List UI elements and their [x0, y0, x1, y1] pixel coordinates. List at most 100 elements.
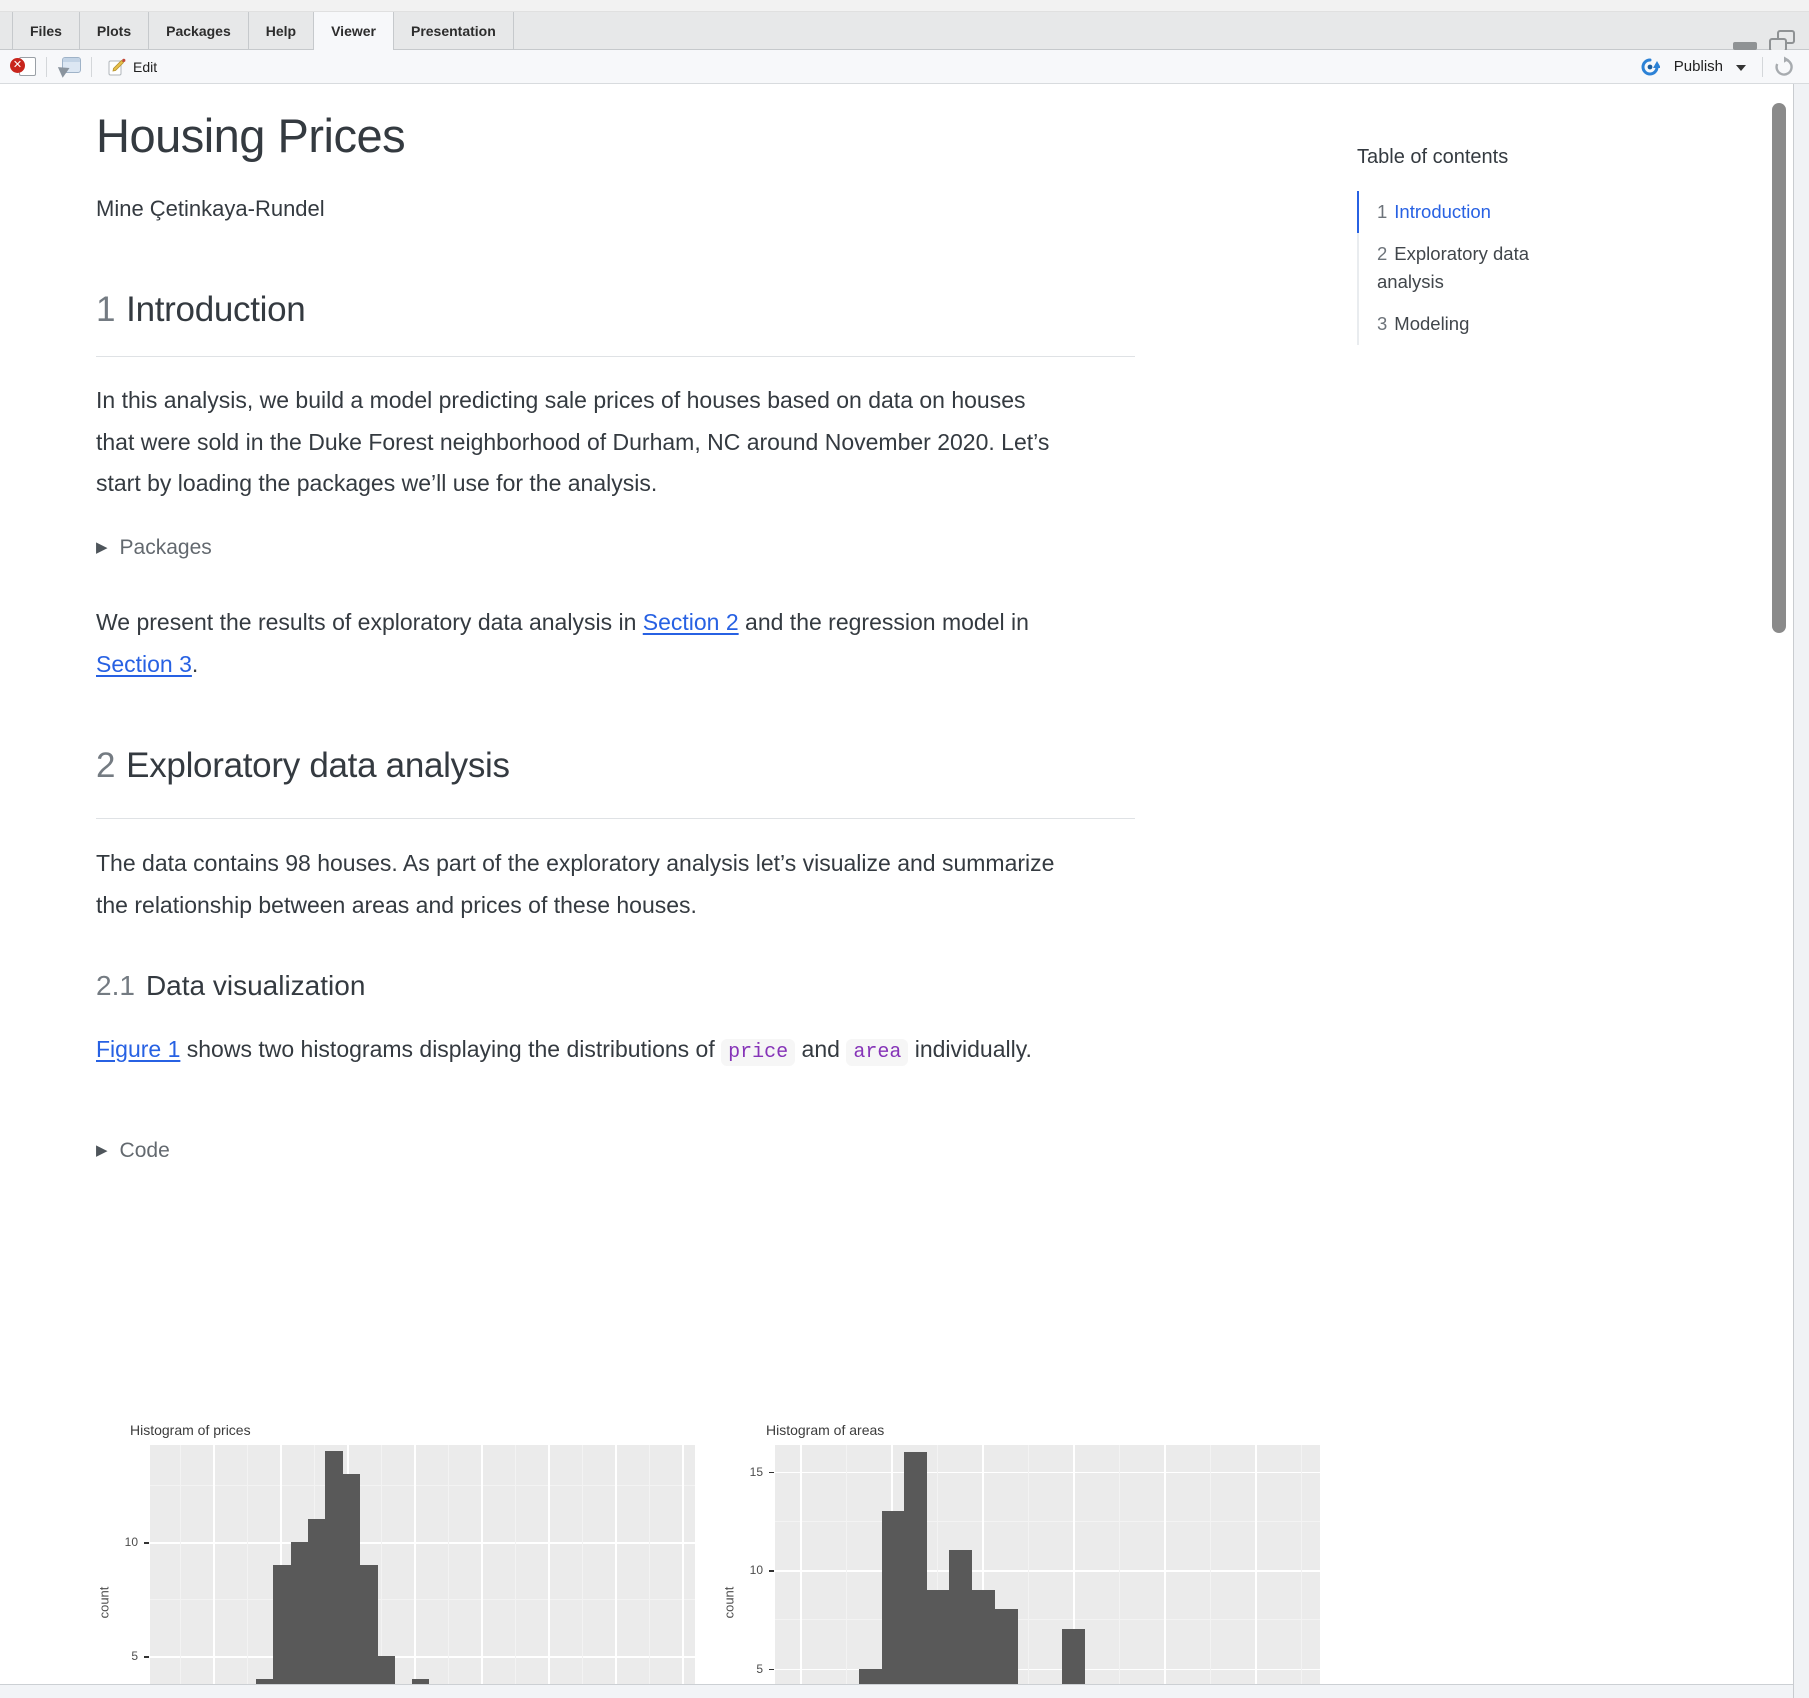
tab-packages[interactable]: Packages [149, 12, 249, 50]
histogram-bar [273, 1564, 292, 1684]
gridline-minor [581, 1445, 583, 1684]
tab-plots-label: Plots [96, 23, 132, 39]
gridline-major [548, 1445, 550, 1684]
gridline-minor [1118, 1445, 1120, 1684]
figure-1-link[interactable]: Figure 1 [96, 1036, 181, 1062]
gridline-major [682, 1445, 684, 1684]
subsection-number: 2.1 [96, 970, 135, 1001]
results-paragraph-text: We present the results of exploratory da… [96, 609, 643, 635]
gridline-minor [246, 1445, 248, 1684]
code-disclosure-label: Code [119, 1139, 170, 1162]
y-tick-label: 15 [749, 1464, 763, 1479]
y-tick-label: 10 [749, 1563, 763, 1577]
gridline-major [414, 1445, 416, 1684]
y-tick-mark [769, 1570, 774, 1572]
section-1-number: 1 [96, 290, 116, 329]
histogram-areas: Histogram of areas count 5 10 15 [720, 1418, 1320, 1684]
gridline-minor [1027, 1445, 1029, 1684]
section-divider [96, 818, 1135, 819]
section-3-link[interactable]: Section 3 [96, 650, 192, 677]
toc-item-number: 2 [1377, 243, 1388, 264]
histogram-bar [342, 1473, 361, 1684]
gridline-minor [380, 1445, 382, 1684]
plot-title: Histogram of prices [130, 1422, 251, 1438]
clear-viewer-button[interactable]: ✕ [10, 56, 36, 78]
histogram-bar [994, 1609, 1018, 1684]
figure-paragraph-text: individually. [908, 1036, 1032, 1062]
window-pane-icon [62, 57, 81, 73]
gridline-major [150, 1656, 695, 1658]
plot-panel [150, 1445, 695, 1684]
histogram-bar [904, 1451, 928, 1684]
figure-paragraph: Figure 1 shows two histograms displaying… [96, 1029, 1058, 1074]
gridline-minor [775, 1619, 1320, 1621]
code-disclosure-summary[interactable]: Code [96, 1139, 170, 1163]
y-tick-mark [144, 1656, 149, 1658]
subsection-heading: 2.1 Data visualization [96, 970, 365, 1002]
price-code-span: price [721, 1039, 796, 1066]
subsection-title: Data visualization [145, 970, 366, 1001]
vertical-scrollbar-thumb[interactable] [1772, 103, 1786, 633]
toc-item-exploratory-data-analysis[interactable]: 2 Exploratory data analysis [1357, 233, 1593, 303]
figure-paragraph-text: and [795, 1036, 847, 1062]
section-2-title: Exploratory data analysis [126, 746, 510, 785]
pane-right-gutter [1793, 84, 1809, 1698]
publish-dropdown-caret[interactable] [1736, 64, 1746, 71]
y-tick-label: 10 [124, 1535, 138, 1549]
edit-button-label: Edit [133, 58, 158, 75]
toc-item-number: 1 [1377, 201, 1388, 222]
toc-heading: Table of contents [1357, 146, 1509, 168]
histogram-bar [859, 1668, 883, 1684]
open-in-new-window-button[interactable] [54, 57, 81, 78]
packages-disclosure-summary[interactable]: Packages [96, 536, 212, 560]
refresh-icon[interactable] [1773, 56, 1795, 78]
histogram-bar [325, 1450, 343, 1684]
toc-item-label: Modeling [1394, 313, 1470, 334]
results-paragraph: We present the results of exploratory da… [96, 602, 1058, 685]
edit-button[interactable]: Edit [102, 53, 163, 81]
tab-files[interactable]: Files [12, 12, 80, 50]
section-2-link[interactable]: Section 2 [642, 609, 739, 635]
tab-plots[interactable]: Plots [80, 12, 150, 50]
toolbar-separator [1762, 56, 1763, 77]
gridline-major [775, 1570, 1320, 1572]
y-tick-mark [769, 1668, 774, 1670]
publish-button[interactable]: Publish [1634, 53, 1752, 81]
tab-help[interactable]: Help [249, 12, 315, 50]
minimize-pane-icon[interactable] [1733, 42, 1757, 50]
gridline-major [1073, 1445, 1075, 1684]
gridline-major [615, 1445, 617, 1684]
toc-item-number: 3 [1377, 313, 1388, 334]
gridline-major [150, 1542, 695, 1544]
histogram-prices: Histogram of prices count 5 10 [96, 1418, 696, 1684]
histogram-bar [1062, 1629, 1086, 1684]
gridline-major [775, 1471, 1320, 1474]
maximize-pane-icon[interactable] [1769, 30, 1795, 52]
gridline-minor [936, 1445, 938, 1684]
gridline-major [1255, 1445, 1257, 1684]
tab-viewer-label: Viewer [331, 23, 376, 39]
section-1-title: Introduction [126, 290, 306, 329]
toc-item-modeling[interactable]: 3 Modeling [1357, 303, 1593, 345]
histogram-bar [881, 1510, 905, 1684]
tab-presentation-label: Presentation [410, 23, 496, 39]
section-2-number: 2 [96, 746, 116, 785]
histogram-bar [290, 1542, 309, 1684]
toc-item-introduction[interactable]: 1 Introduction [1357, 191, 1593, 233]
y-axis-label: count [721, 1586, 737, 1619]
gridline-minor [514, 1445, 516, 1684]
gridline-minor [150, 1599, 695, 1600]
histogram-bar [949, 1550, 973, 1684]
gridline-minor [1209, 1445, 1211, 1684]
section-divider [96, 356, 1135, 357]
gridline-minor [648, 1445, 650, 1684]
toolbar-separator [91, 56, 92, 77]
tab-presentation[interactable]: Presentation [394, 12, 514, 50]
gridline-major [213, 1445, 215, 1684]
packages-disclosure: Packages [96, 536, 212, 560]
y-tick-label: 5 [756, 1661, 763, 1676]
toolbar-separator [46, 56, 47, 77]
tab-help-label: Help [265, 23, 297, 39]
gridline-minor [179, 1445, 181, 1684]
tab-viewer[interactable]: Viewer [314, 12, 394, 50]
